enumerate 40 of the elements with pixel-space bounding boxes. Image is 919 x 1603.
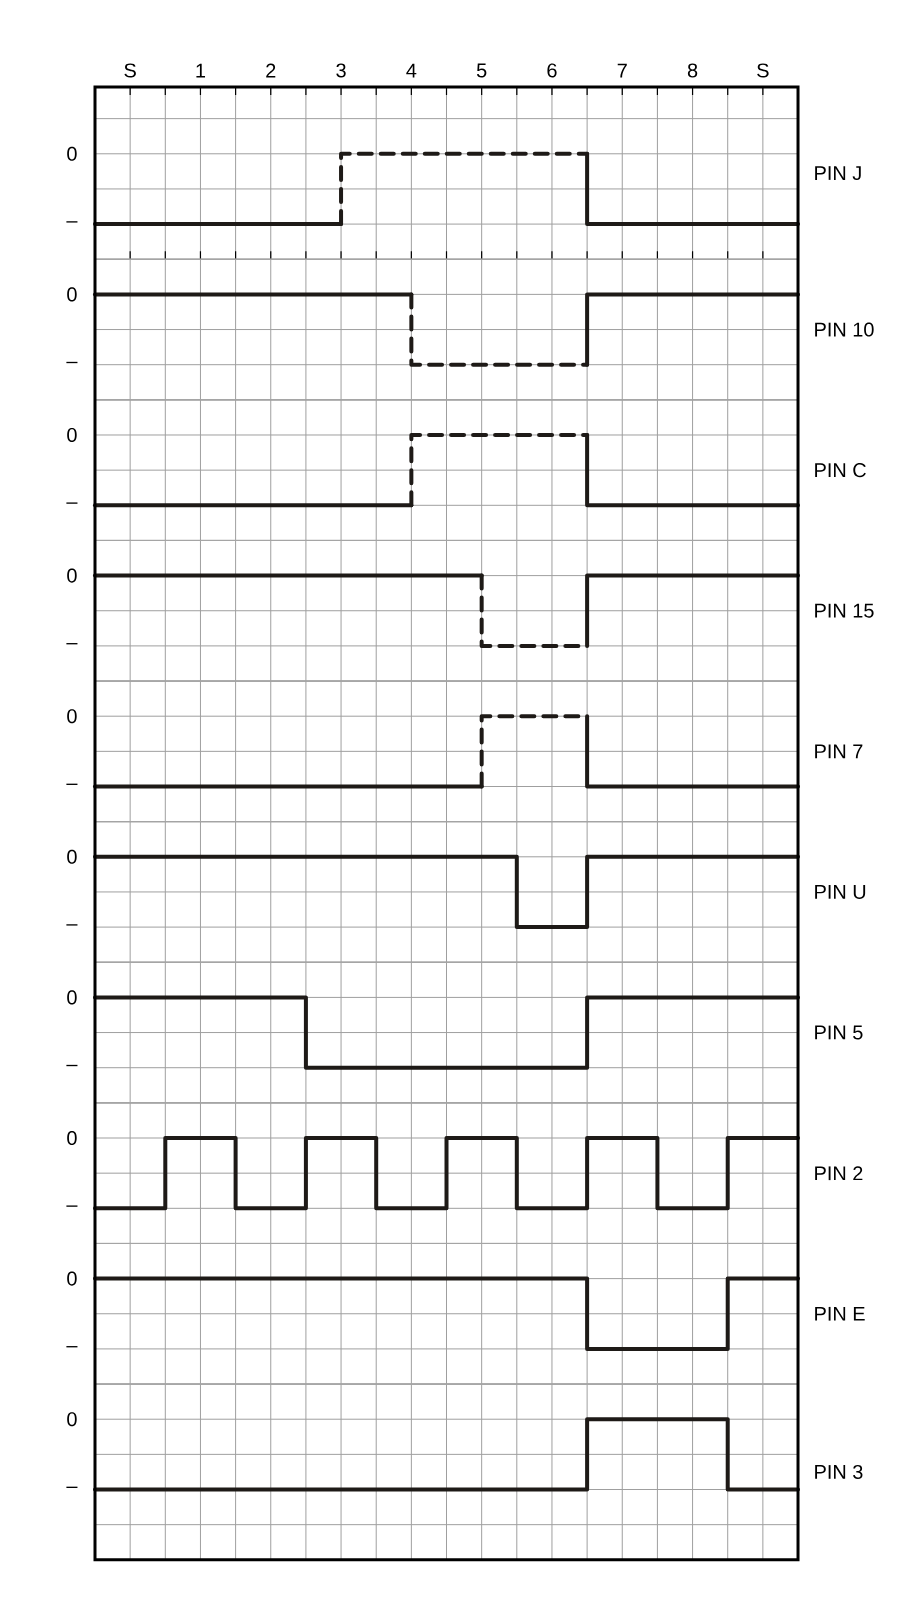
y-axis-title: PIN E [815, 1306, 865, 1321]
x-tick-label: 6 [547, 63, 557, 78]
text: 0 [67, 1130, 77, 1146]
y-axis-title: PIN 7 [815, 744, 863, 759]
x-tick-label: 4 [406, 63, 417, 78]
text: 0 [67, 849, 77, 864]
text: – [66, 221, 78, 223]
text: – [66, 643, 78, 645]
y-axis-title: PIN 15 [815, 603, 874, 618]
text: – [66, 924, 78, 926]
text: – [66, 361, 78, 364]
y-axis-title: PIN J [815, 166, 861, 181]
text: – [66, 1064, 78, 1067]
x-tick-label: S [124, 63, 136, 78]
y-axis-title: PIN C [815, 463, 866, 478]
x-tick-label: S [757, 63, 769, 78]
text: 0 [67, 1271, 77, 1286]
y-axis-title: PIN 5 [815, 1025, 863, 1040]
text: 0 [67, 427, 77, 443]
x-tick-label: 5 [476, 63, 487, 78]
text: 0 [67, 146, 77, 161]
text: – [66, 1346, 78, 1348]
x-tick-label: 3 [336, 63, 346, 78]
x-tick-label: 8 [687, 63, 698, 78]
x-tick-label: 2 [266, 63, 276, 78]
text: – [66, 783, 78, 785]
y-axis-title: PIN 2 [815, 1166, 863, 1181]
y-axis-title: PIN 10 [815, 322, 874, 337]
x-tick-label: 7 [617, 63, 627, 78]
text: 0 [67, 568, 77, 583]
text: – [66, 502, 78, 504]
x-tick-label: 1 [196, 63, 206, 78]
text: 0 [67, 287, 77, 302]
text: – [66, 1486, 78, 1488]
text: 0 [67, 990, 77, 1005]
y-axis-title: PIN 3 [815, 1464, 863, 1479]
y-axis-title: PIN U [815, 885, 866, 899]
text: 0 [67, 709, 77, 724]
text: 0 [67, 1412, 77, 1427]
text: – [66, 1205, 78, 1207]
